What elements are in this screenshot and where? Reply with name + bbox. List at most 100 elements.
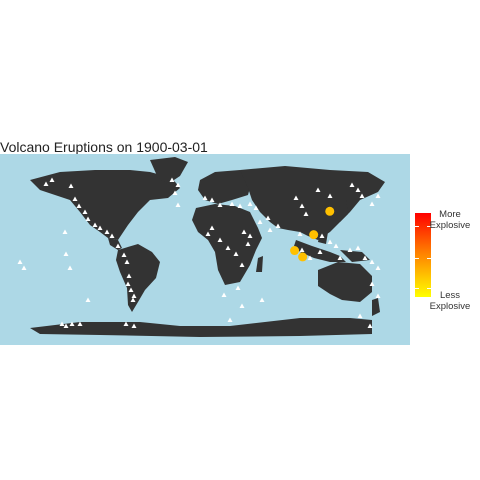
volcano-triangle-icon	[257, 219, 263, 224]
volcano-triangle-icon	[82, 209, 88, 214]
australia	[318, 262, 372, 302]
volcano-triangle-icon	[333, 243, 339, 248]
volcano-triangle-icon	[85, 216, 91, 221]
volcano-triangle-icon	[172, 190, 178, 195]
volcano-triangle-icon	[97, 225, 103, 230]
volcano-triangle-icon	[67, 265, 73, 270]
volcano-triangle-icon	[359, 193, 365, 198]
volcano-triangle-icon	[205, 231, 211, 236]
volcano-triangle-icon	[362, 255, 368, 260]
land	[30, 157, 385, 337]
volcano-triangle-icon	[239, 303, 245, 308]
volcano-triangle-icon	[375, 265, 381, 270]
volcano-triangle-icon	[253, 205, 259, 210]
volcano-triangle-icon	[68, 183, 74, 188]
eruption-marker	[298, 252, 308, 262]
africa	[192, 204, 262, 285]
volcano-triangle-icon	[130, 297, 136, 302]
north-america	[30, 170, 180, 240]
legend-low-label: Less Explosive	[429, 290, 471, 312]
volcano-triangle-icon	[265, 215, 271, 220]
volcano-triangle-icon	[124, 259, 130, 264]
volcano-triangle-icon	[355, 187, 361, 192]
volcano-triangle-icon	[347, 247, 353, 252]
eruption-marker	[309, 230, 319, 240]
volcano-triangle-icon	[327, 239, 333, 244]
legend-tick	[415, 258, 419, 259]
legend-tick	[427, 226, 431, 227]
volcano-triangle-icon	[123, 321, 129, 326]
volcano-triangle-icon	[319, 233, 325, 238]
volcano-triangle-icon	[357, 313, 363, 318]
volcano-triangle-icon	[175, 182, 181, 187]
volcano-triangle-icon	[369, 259, 375, 264]
volcano-triangle-icon	[315, 187, 321, 192]
volcano-triangle-icon	[202, 195, 208, 200]
volcano-triangle-icon	[217, 202, 223, 207]
volcano-triangle-icon	[355, 245, 361, 250]
antarctica	[30, 318, 372, 337]
volcano-triangle-icon	[131, 323, 137, 328]
eruption-markers	[290, 206, 335, 262]
asia	[240, 166, 385, 240]
legend-tick	[415, 288, 419, 289]
volcano-triangle-icon	[126, 273, 132, 278]
volcano-triangle-icon	[169, 177, 175, 182]
volcano-triangle-icon	[62, 229, 68, 234]
volcano-triangle-icon	[221, 292, 227, 297]
eruption-marker	[325, 206, 335, 216]
page-title: Volcano Eruptions on 1900-03-01	[0, 139, 208, 155]
volcano-triangle-icon	[109, 233, 115, 238]
volcano-triangle-icon	[241, 229, 247, 234]
volcano-triangle-icon	[259, 297, 265, 302]
volcano-triangle-icon	[125, 281, 131, 286]
eruption-marker	[290, 246, 300, 256]
volcano-triangle-icon	[369, 201, 375, 206]
volcano-triangle-icon	[299, 247, 305, 252]
madagascar	[256, 256, 263, 272]
volcano-triangle-icon	[375, 193, 381, 198]
volcano-triangle-icon	[247, 233, 253, 238]
volcano-triangle-icon	[121, 252, 127, 257]
greenland	[150, 157, 188, 184]
volcano-triangle-icon	[375, 293, 381, 298]
japan	[336, 200, 348, 222]
volcano-triangle-icon	[104, 229, 110, 234]
volcano-triangle-icon	[233, 251, 239, 256]
legend-tick	[415, 226, 419, 227]
legend-high-label: More Explosive	[429, 209, 471, 231]
volcano-triangle-icon	[229, 201, 235, 206]
volcano-triangle-icon	[49, 177, 55, 182]
legend-color-bar	[415, 213, 431, 297]
volcano-triangle-icon	[275, 223, 281, 228]
volcano-triangle-icon	[131, 293, 137, 298]
volcano-triangle-icon	[63, 251, 69, 256]
volcano-triangle-icon	[217, 237, 223, 242]
volcano-triangle-icon	[69, 321, 75, 326]
volcano-triangle-icon	[293, 195, 299, 200]
volcano-triangle-icon	[267, 227, 273, 232]
volcano-triangle-icon	[63, 323, 69, 328]
volcano-triangle-icon	[128, 287, 134, 292]
volcano-triangle-icon	[59, 321, 65, 326]
volcano-triangle-icon	[349, 182, 355, 187]
volcano-triangle-icon	[297, 231, 303, 236]
volcano-triangle-icon	[307, 255, 313, 260]
volcano-triangle-icon	[327, 193, 333, 198]
new-guinea	[340, 250, 370, 262]
volcano-triangle-icon	[76, 203, 82, 208]
volcano-triangle-icon	[115, 243, 121, 248]
volcano-triangle-icon	[85, 297, 91, 302]
volcano-triangle-icon	[21, 265, 27, 270]
volcano-triangle-icon	[245, 241, 251, 246]
volcano-triangle-icon	[299, 203, 305, 208]
europe	[198, 170, 252, 204]
volcano-triangle-icon	[369, 281, 375, 286]
volcano-triangle-icon	[317, 249, 323, 254]
volcano-triangle-icon	[72, 196, 78, 201]
new-zealand	[372, 298, 380, 316]
volcano-triangle-icon	[247, 201, 253, 206]
volcano-triangle-icon	[17, 259, 23, 264]
volcano-triangle-icon	[77, 321, 83, 326]
